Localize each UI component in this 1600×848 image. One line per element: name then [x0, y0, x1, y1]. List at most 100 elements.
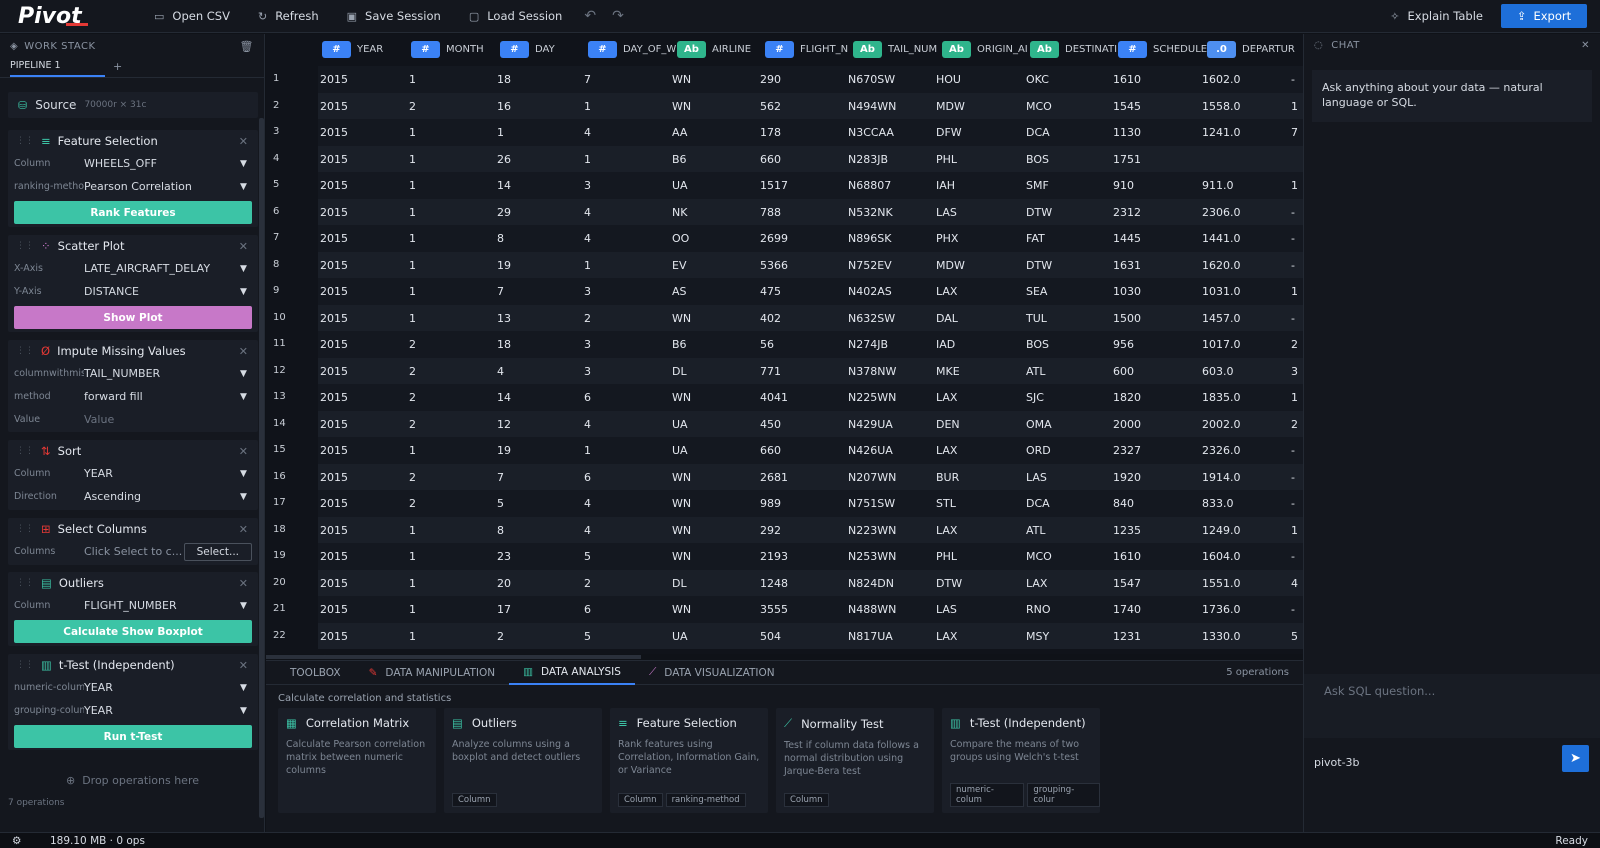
work-stack-scrollbar[interactable]	[259, 118, 264, 818]
table-cell: 1	[584, 152, 591, 166]
column-header[interactable]: # YEAR	[322, 41, 383, 58]
table-row[interactable]: 2 2015 2 16 1 WN 562 N494WN MDW MCO 1545 1558.0 1	[266, 92, 1303, 119]
trash-icon[interactable]: 🗑	[239, 39, 254, 53]
open-csv-button[interactable]: ▭ Open CSV	[154, 9, 230, 23]
drop-zone[interactable]: ⊕ Drop operations here	[65, 774, 199, 787]
table-cell: N68807	[848, 179, 892, 192]
drag-handle-icon[interactable]: ⋮⋮	[16, 524, 34, 534]
outliers-column-select[interactable]: Column FLIGHT_NUMBER ▼	[8, 594, 258, 617]
export-button[interactable]: ⇪ Export	[1501, 4, 1587, 28]
column-header[interactable]: Ab ORIGIN_AI	[942, 41, 1028, 58]
column-header[interactable]: # MONTH	[411, 41, 484, 58]
column-header[interactable]: # FLIGHT_N	[765, 41, 848, 58]
save-session-button[interactable]: ▣ Save Session	[346, 9, 441, 23]
add-pipeline-icon[interactable]: +	[113, 60, 123, 73]
table-row[interactable]: 21 2015 1 17 6 WN 3555 N488WN LAS RNO 1740 1736.0 -	[266, 596, 1303, 623]
table-row[interactable]: 18 2015 1 8 4 WN 292 N223WN LAX ATL 1235 1249.0 1	[266, 516, 1303, 543]
table-row[interactable]: 19 2015 1 23 5 WN 2193 N253WN PHL MCO 1610 1604.0 -	[266, 543, 1303, 570]
ranking-method-select[interactable]: ranking-method Pearson Correlation ▼	[8, 175, 258, 198]
table-row[interactable]: 17 2015 2 5 4 WN 989 N751SW STL DCA 840 833.0 -	[266, 490, 1303, 517]
numeric-column-select[interactable]: numeric-column YEAR ▼	[8, 676, 258, 699]
show-plot-button[interactable]: Show Plot	[14, 306, 252, 329]
table-row[interactable]: 10 2015 1 13 2 WN 402 N632SW DAL TUL 1500 1457.0 -	[266, 304, 1303, 331]
run-t-test-button[interactable]: Run t-Test	[14, 725, 252, 748]
column-header[interactable]: .0 DEPARTUR	[1207, 41, 1295, 58]
drag-handle-icon[interactable]: ⋮⋮	[16, 346, 34, 356]
table-cell: 1	[409, 629, 416, 643]
tool-card[interactable]: ▦ Correlation Matrix Calculate Pearson cor…	[278, 708, 436, 813]
drag-handle-icon[interactable]: ⋮⋮	[16, 241, 34, 251]
table-cell: 771	[760, 364, 781, 378]
rank-features-button[interactable]: Rank Features	[14, 201, 252, 224]
table-row[interactable]: 11 2015 2 18 3 B6 56 N274JB IAD BOS 956 1017.0 2	[266, 331, 1303, 358]
close-icon[interactable]: ✕	[238, 576, 248, 590]
tool-card[interactable]: ▤ Outliers Analyze columns using a boxplot…	[444, 708, 602, 813]
table-row[interactable]: 14 2015 2 12 4 UA 450 N429UA DEN OMA 2000 2002.0 2	[266, 410, 1303, 437]
table-row[interactable]: 7 2015 1 8 4 OO 2699 N896SK PHX FAT 1445 1441.0 -	[266, 225, 1303, 252]
explain-table-button[interactable]: ✧ Explain Table	[1390, 9, 1483, 23]
y-axis-select[interactable]: Y-Axis DISTANCE ▼	[8, 280, 258, 303]
column-with-missing-select[interactable]: columnwithmissingTAIL_NUMBER▼	[8, 362, 258, 385]
close-icon[interactable]: ✕	[238, 444, 248, 458]
table-cell: 1248	[760, 576, 788, 590]
drag-handle-icon[interactable]: ⋮⋮	[16, 578, 34, 588]
select-columns-button[interactable]: Select...	[183, 542, 252, 561]
table-horizontal-scrollbar[interactable]	[266, 655, 641, 659]
table-cell: 2	[584, 311, 591, 325]
close-icon[interactable]: ✕	[238, 239, 248, 253]
table-row[interactable]: 12 2015 2 4 3 DL 771 N378NW MKE ATL 600 603.0 3	[266, 357, 1303, 384]
send-button[interactable]: ➤	[1562, 745, 1589, 772]
close-icon[interactable]: ✕	[1581, 39, 1590, 51]
table-row[interactable]: 8 2015 1 19 1 EV 5366 N752EV MDW DTW 1631 1620.0 -	[266, 251, 1303, 278]
tool-card[interactable]: ⟋ Normality Test Test if column data follo…	[776, 708, 934, 813]
undo-icon[interactable]: ↶	[584, 8, 597, 24]
table-row[interactable]: 15 2015 1 19 1 UA 660 N426UA LAX ORD 2327 2326.0 -	[266, 437, 1303, 464]
close-icon[interactable]: ✕	[238, 134, 248, 148]
sql-question-input[interactable]: Ask SQL question...	[1304, 674, 1600, 738]
tool-card[interactable]: ▥ t-Test (Independent) Compare the means o…	[942, 708, 1100, 813]
table-row[interactable]: 16 2015 2 7 6 WN 2681 N207WN BUR LAS 1920 1914.0 -	[266, 463, 1303, 490]
drag-handle-icon[interactable]: ⋮⋮	[16, 660, 34, 670]
column-header[interactable]: # DAY	[500, 41, 555, 58]
redo-icon[interactable]: ↷	[612, 8, 624, 24]
x-axis-select[interactable]: X-Axis LATE_AIRCRAFT_DELAY ▼	[8, 257, 258, 280]
tab-data-manipulation[interactable]: ✎ DATA MANIPULATION	[368, 666, 496, 679]
table-row[interactable]: 3 2015 1 1 4 AA 178 N3CCAA DFW DCA 1130 1241.0 7	[266, 119, 1303, 146]
table-row[interactable]: 6 2015 1 29 4 NK 788 N532NK LAS DTW 2312 2306.0 -	[266, 198, 1303, 225]
table-row[interactable]: 13 2015 2 14 6 WN 4041 N225WN LAX SJC 1820 1835.0 1	[266, 384, 1303, 411]
close-icon[interactable]: ✕	[238, 658, 248, 672]
column-header[interactable]: # SCHEDULE	[1118, 41, 1207, 58]
load-session-button[interactable]: ▢ Load Session	[468, 9, 563, 23]
tool-card[interactable]: ≡ Feature Selection Rank features using Co…	[610, 708, 768, 813]
table-row[interactable]: 4 2015 1 26 1 B6 660 N283JB PHL BOS 1751	[266, 145, 1303, 172]
direction-select[interactable]: Direction Ascending ▼	[8, 485, 258, 508]
table-row[interactable]: 20 2015 1 20 2 DL 1248 N824DN DTW LAX 1547 1551.0 4	[266, 569, 1303, 596]
value-input[interactable]: Value Value	[14, 413, 115, 426]
column-header[interactable]: Ab TAIL_NUM	[853, 41, 937, 58]
column-header[interactable]: Ab AIRLINE	[677, 41, 751, 58]
table-row[interactable]: 9 2015 1 7 3 AS 475 N402AS LAX SEA 1030 1031.0 1	[266, 278, 1303, 305]
close-icon[interactable]: ✕	[238, 522, 248, 536]
column-header[interactable]: Ab DESTINATI	[1030, 41, 1117, 58]
show-boxplot-button[interactable]: Calculate Show Boxplot	[14, 620, 252, 643]
column-header[interactable]: # DAY_OF_W	[588, 41, 676, 58]
tab-data-visualization[interactable]: ⟋ DATA VISUALIZATION	[648, 666, 775, 679]
column-select[interactable]: Column WHEELS_OFF ▼	[8, 152, 258, 175]
gear-icon[interactable]: ⚙	[12, 834, 22, 847]
method-select[interactable]: method forward fill ▼	[8, 385, 258, 408]
table-row[interactable]: 5 2015 1 14 3 UA 1517 N68807 IAH SMF 910 911.0 1	[266, 172, 1303, 199]
source-card[interactable]: ⛁ Source 70000r × 31c	[8, 92, 258, 118]
table-row[interactable]: 1 2015 1 18 7 WN 290 N670SW HOU OKC 1610 1602.0 -	[266, 66, 1303, 93]
refresh-button[interactable]: ↻ Refresh	[257, 9, 319, 23]
drag-handle-icon[interactable]: ⋮⋮	[16, 136, 34, 146]
tab-data-analysis[interactable]: ▥ DATA ANALYSIS	[509, 661, 635, 685]
sort-column-select[interactable]: Column YEAR ▼	[8, 462, 258, 485]
table-cell: 3	[1291, 364, 1298, 378]
drag-handle-icon[interactable]: ⋮⋮	[16, 446, 34, 456]
row-number: 4	[273, 152, 280, 164]
tab-pipeline-1[interactable]: PIPELINE 1	[10, 60, 105, 77]
close-icon[interactable]: ✕	[238, 344, 248, 358]
table-row[interactable]: 22 2015 1 2 5 UA 504 N817UA LAX MSY 1231 1330.0 5	[266, 622, 1303, 649]
tab-toolbox[interactable]: TOOLBOX	[290, 666, 341, 679]
